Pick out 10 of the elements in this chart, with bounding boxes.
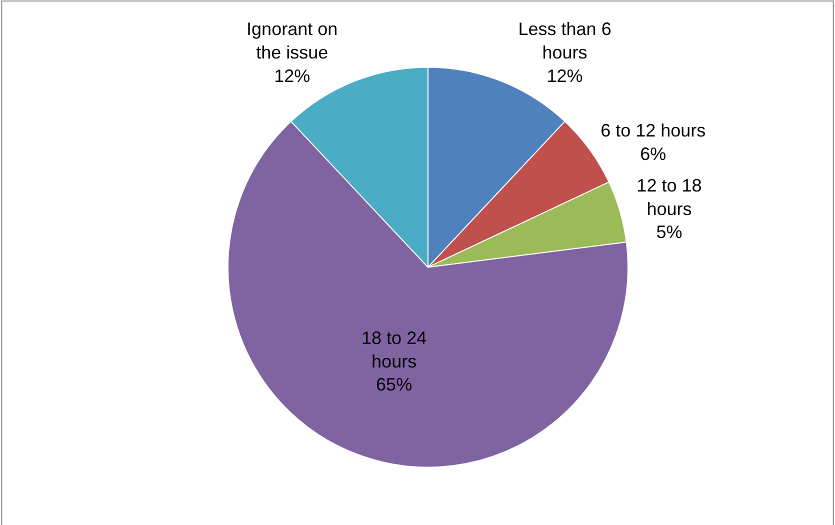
- slice-label: 6 to 12 hours: [600, 120, 706, 140]
- slice-label: Ignorant on the issue: [246, 19, 338, 62]
- slice-label: Less than 6 hours: [518, 19, 612, 62]
- data-label: 12%: [274, 66, 310, 86]
- data-label: 65%: [376, 374, 412, 395]
- data-label: 5%: [656, 222, 682, 242]
- slice-label: 12 to 18 hours: [636, 175, 702, 219]
- slice-label: 18 to 24 hours: [362, 328, 427, 372]
- data-label: 12%: [546, 66, 583, 86]
- data-label: 6%: [640, 144, 666, 164]
